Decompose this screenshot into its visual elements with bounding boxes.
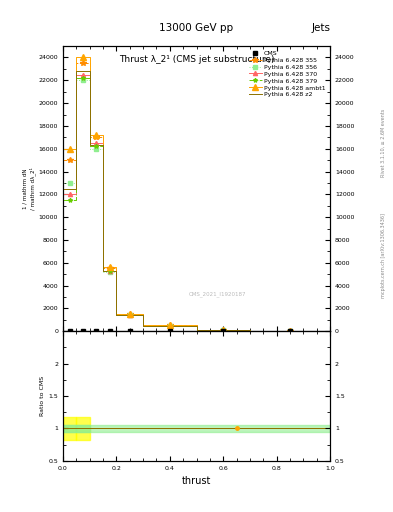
Legend: CMS, Pythia 6.428 355, Pythia 6.428 356, Pythia 6.428 370, Pythia 6.428 379, Pyt: CMS, Pythia 6.428 355, Pythia 6.428 356,… xyxy=(248,49,327,99)
Y-axis label: 1 / mathrm dN
/ mathrm dλ_2¹: 1 / mathrm dN / mathrm dλ_2¹ xyxy=(23,167,36,210)
Bar xyxy=(63,425,76,432)
Bar xyxy=(76,417,90,440)
Bar xyxy=(63,417,76,440)
Text: Thrust λ_2¹ (CMS jet substructure): Thrust λ_2¹ (CMS jet substructure) xyxy=(119,55,274,63)
Bar xyxy=(63,425,330,432)
Text: mcplots.cern.ch [arXiv:1306.3436]: mcplots.cern.ch [arXiv:1306.3436] xyxy=(381,214,386,298)
Y-axis label: Ratio to CMS: Ratio to CMS xyxy=(40,376,46,416)
Text: 13000 GeV pp: 13000 GeV pp xyxy=(160,23,233,33)
Text: Rivet 3.1.10, ≥ 2.6M events: Rivet 3.1.10, ≥ 2.6M events xyxy=(381,109,386,178)
X-axis label: thrust: thrust xyxy=(182,476,211,486)
Text: CMS_2021_I1920187: CMS_2021_I1920187 xyxy=(189,291,247,297)
Bar xyxy=(76,425,90,432)
Text: Jets: Jets xyxy=(311,23,330,33)
